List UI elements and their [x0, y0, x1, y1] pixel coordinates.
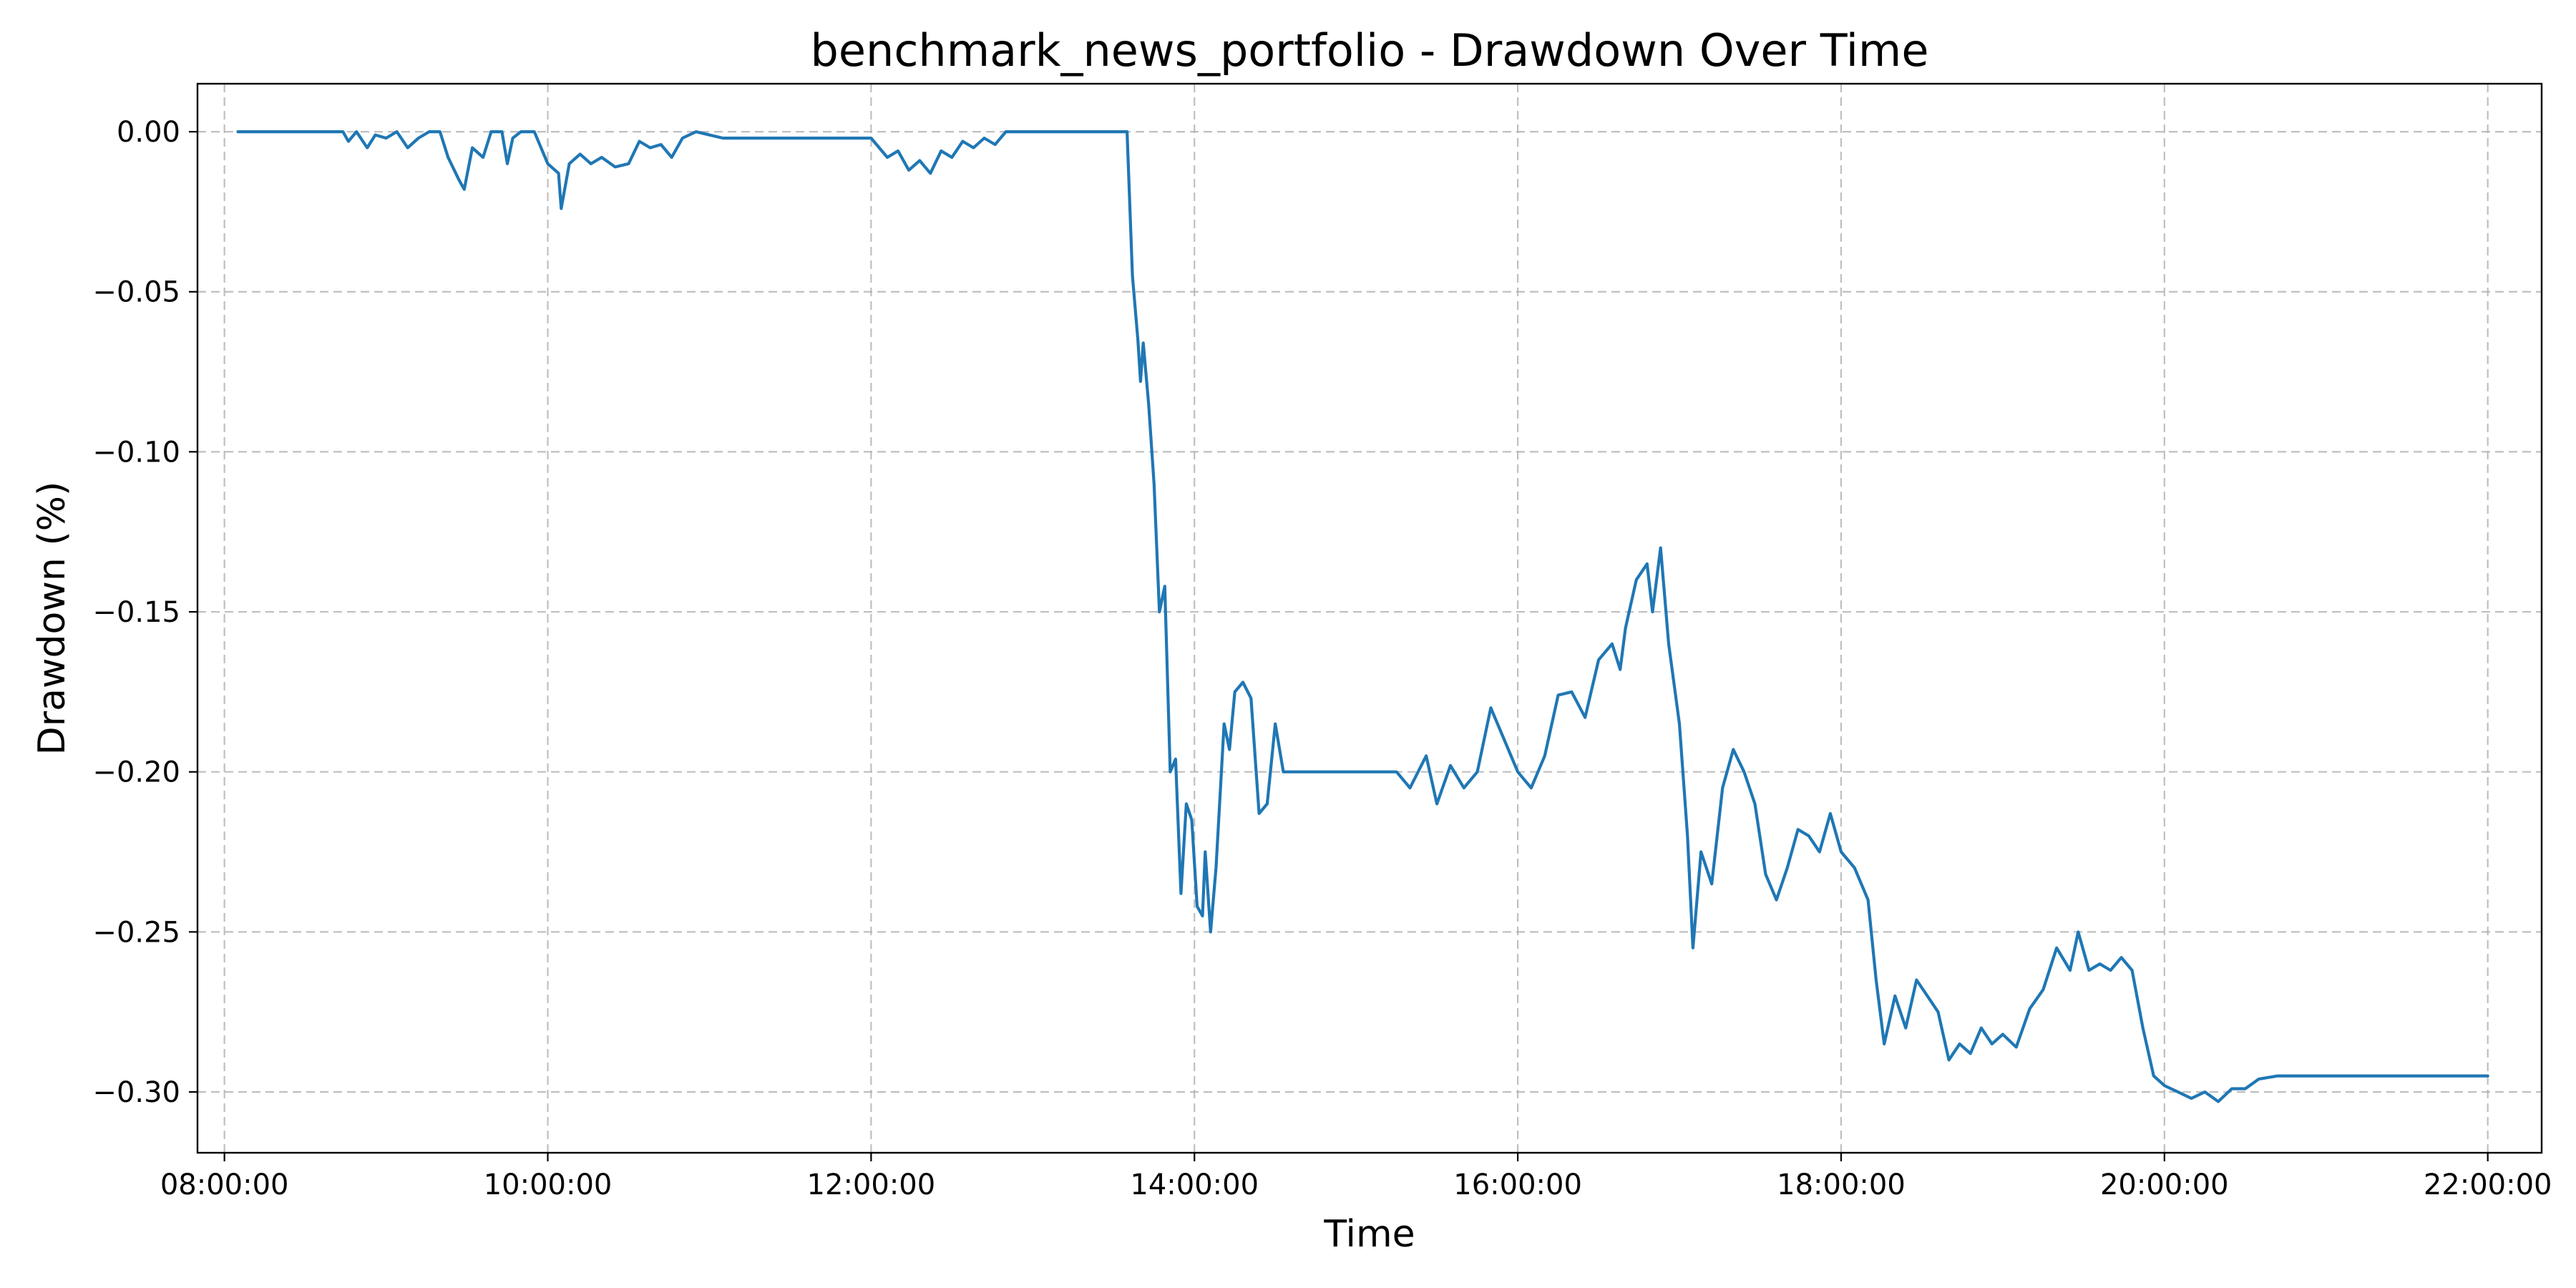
series-layer: [236, 130, 2489, 1103]
plot-area-frame: [196, 82, 2543, 1154]
x-tick-label: 22:00:00: [2424, 1169, 2552, 1201]
y-axis: 0.00 −0.05 −0.10 −0.15 −0.20 −0.25 −0.30: [92, 116, 197, 1109]
drawdown-series-line: [236, 130, 2489, 1103]
grid-lines: [197, 84, 2542, 1153]
y-tick-label: −0.25: [92, 916, 180, 949]
y-tick-label: −0.10: [92, 436, 180, 469]
y-tick-label: 0.00: [117, 116, 180, 149]
y-tick-label: −0.30: [92, 1076, 180, 1109]
y-tick-label: −0.05: [92, 276, 180, 309]
x-tick-label: 16:00:00: [1453, 1169, 1582, 1201]
x-tick-label: 10:00:00: [484, 1169, 613, 1201]
y-tick-label: −0.15: [92, 596, 180, 629]
x-tick-label: 12:00:00: [807, 1169, 936, 1201]
y-tick-label: −0.20: [92, 756, 180, 789]
y-axis-label: Drawdown (%): [31, 482, 74, 756]
x-axis: 08:00:00 10:00:00 12:00:00 14:00:00 16:00:00…: [160, 1153, 2552, 1201]
x-axis-label: Time: [1323, 1213, 1415, 1256]
x-tick-label: 14:00:00: [1130, 1169, 1259, 1201]
x-tick-label: 20:00:00: [2100, 1169, 2229, 1201]
x-tick-label: 18:00:00: [1777, 1169, 1906, 1201]
x-tick-label: 08:00:00: [160, 1169, 289, 1201]
chart-title: benchmark_news_portfolio - Drawdown Over…: [811, 24, 1929, 77]
